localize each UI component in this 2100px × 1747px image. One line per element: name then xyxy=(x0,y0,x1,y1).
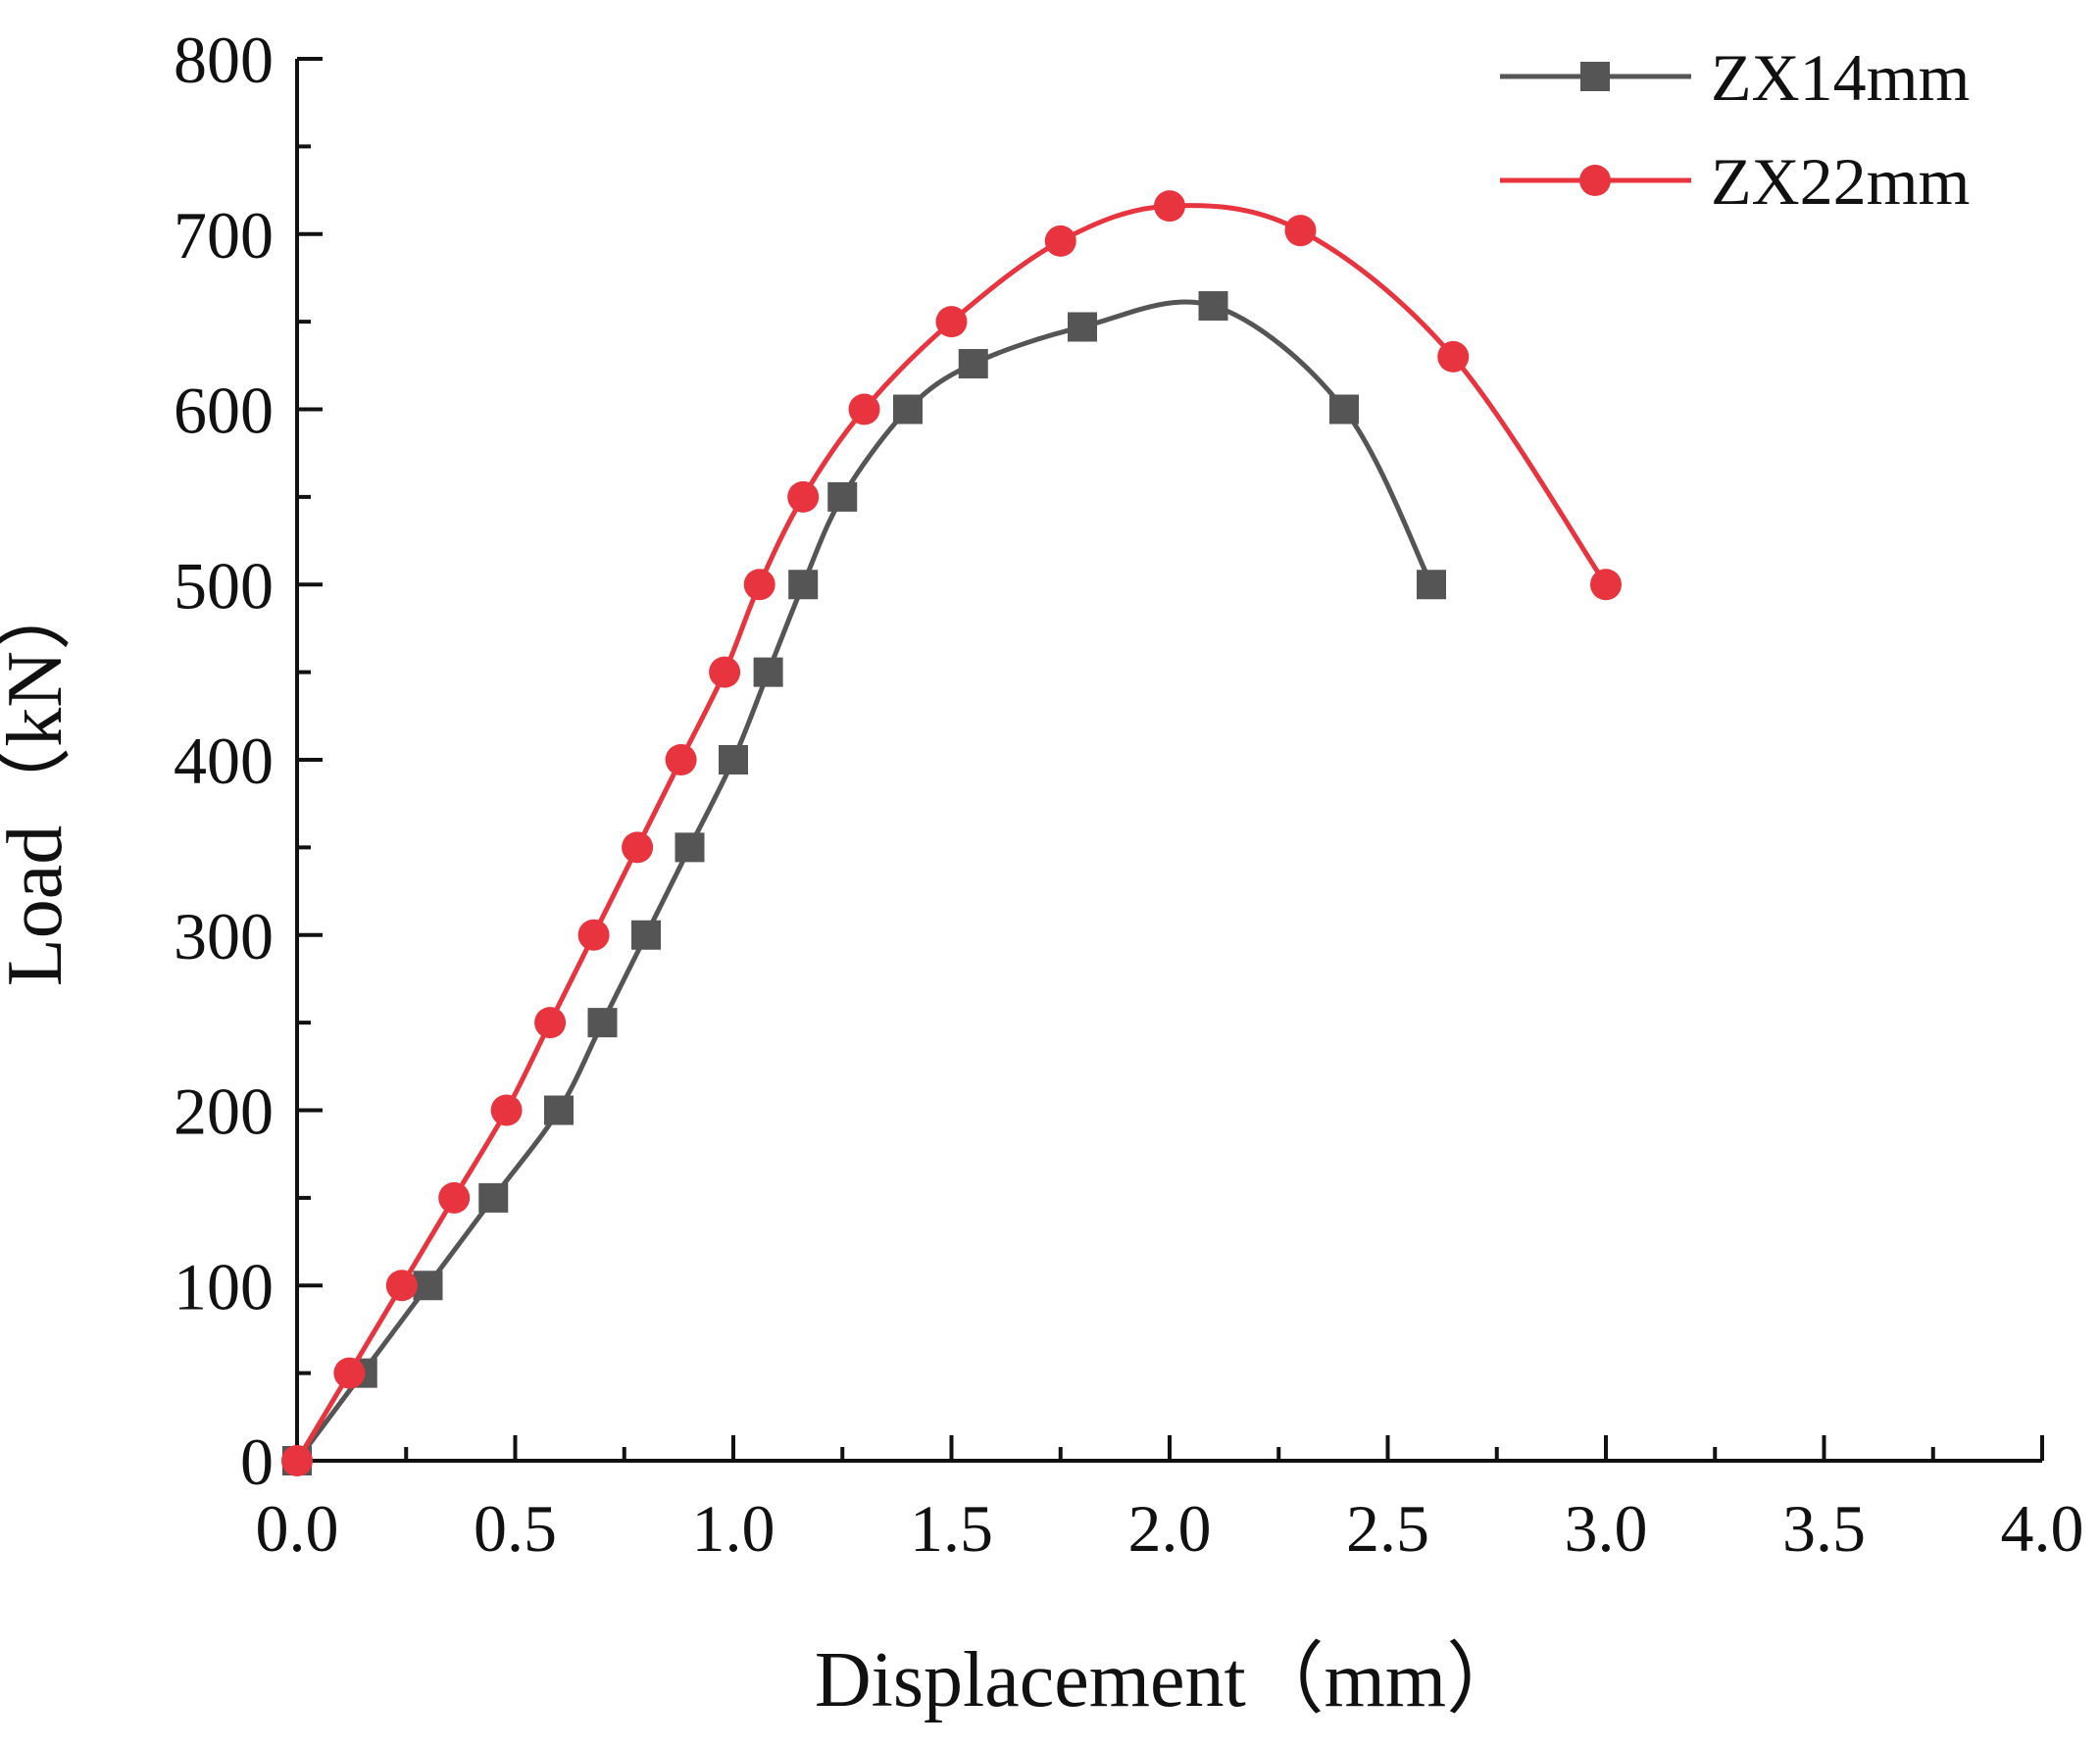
series-zx22mm xyxy=(281,190,1622,1476)
data-point-zx14mm xyxy=(1068,312,1097,342)
y-tick-label: 800 xyxy=(174,23,274,97)
data-point-zx22mm xyxy=(848,393,880,425)
data-point-zx22mm xyxy=(1044,225,1076,257)
legend-marker-zx22mm xyxy=(1579,165,1611,196)
x-axis-title: Displacement（mm） xyxy=(815,1637,1525,1723)
series-line-zx14mm xyxy=(294,299,1434,1463)
data-point-zx22mm xyxy=(935,306,968,338)
data-point-zx22mm xyxy=(1154,190,1185,223)
x-tick-label: 3.0 xyxy=(1565,1491,1648,1566)
y-tick-label: 600 xyxy=(174,374,274,448)
data-point-zx14mm xyxy=(788,570,819,600)
y-tick-label: 0 xyxy=(240,1424,274,1499)
y-tick-label: 300 xyxy=(174,899,274,973)
data-point-zx22mm xyxy=(1437,340,1470,373)
data-point-zx14mm xyxy=(544,1095,574,1125)
data-point-zx14mm xyxy=(753,657,783,687)
data-point-zx22mm xyxy=(577,919,610,951)
x-tick-label: 2.5 xyxy=(1346,1491,1429,1566)
data-point-zx22mm xyxy=(385,1270,418,1302)
data-point-zx22mm xyxy=(1284,215,1317,247)
data-point-zx14mm xyxy=(631,920,661,950)
y-tick-label: 400 xyxy=(174,724,274,798)
x-tick-label: 1.5 xyxy=(910,1491,993,1566)
legend-label-zx22mm: ZX22mm xyxy=(1711,144,1970,219)
y-axis-ticks: 0 100 200 300 400 500 600 700 800 xyxy=(174,23,323,1499)
x-tick-label: 2.0 xyxy=(1128,1491,1212,1566)
data-point-zx22mm xyxy=(743,569,775,601)
y-tick-label: 500 xyxy=(174,548,274,623)
y-axis-title: Load（kN） xyxy=(0,573,78,986)
data-point-zx14mm xyxy=(1329,394,1359,424)
data-point-zx14mm xyxy=(1417,570,1446,600)
data-point-zx14mm xyxy=(958,349,988,379)
series-layer xyxy=(281,190,1622,1476)
series-line-zx22mm xyxy=(294,203,1609,1463)
legend-label-zx14mm: ZX14mm xyxy=(1711,40,1970,115)
data-point-zx22mm xyxy=(333,1357,366,1389)
x-tick-label: 4.0 xyxy=(2001,1491,2084,1566)
data-point-zx14mm xyxy=(675,832,705,863)
data-point-zx22mm xyxy=(534,1007,567,1039)
data-point-zx22mm xyxy=(665,744,697,775)
x-tick-label: 0.5 xyxy=(474,1491,557,1566)
x-tick-label: 3.5 xyxy=(1782,1491,1866,1566)
data-point-zx22mm xyxy=(281,1445,313,1476)
data-point-zx22mm xyxy=(709,656,741,688)
data-point-zx14mm xyxy=(719,745,748,774)
data-point-zx22mm xyxy=(490,1094,523,1126)
x-tick-label: 1.0 xyxy=(692,1491,775,1566)
series-zx14mm xyxy=(282,291,1446,1475)
y-tick-label: 200 xyxy=(174,1074,274,1149)
legend-marker-zx14mm xyxy=(1580,62,1610,91)
data-point-zx22mm xyxy=(1590,569,1622,601)
data-point-zx22mm xyxy=(438,1181,471,1214)
legend: ZX14mm ZX22mm xyxy=(1500,40,1970,219)
x-axis-ticks: 0.0 0.5 1.0 1.5 2.0 2.5 3.0 3.5 4.0 xyxy=(256,1435,2084,1566)
y-tick-label: 700 xyxy=(174,198,274,273)
x-tick-label: 0.0 xyxy=(256,1491,339,1566)
data-point-zx22mm xyxy=(787,480,820,513)
data-point-zx14mm xyxy=(413,1271,443,1301)
data-point-zx14mm xyxy=(478,1182,509,1213)
data-point-zx14mm xyxy=(1198,291,1228,322)
data-point-zx14mm xyxy=(827,481,858,512)
axes xyxy=(295,59,2042,1463)
data-point-zx22mm xyxy=(622,831,654,864)
data-point-zx14mm xyxy=(893,394,923,424)
data-point-zx14mm xyxy=(587,1008,618,1038)
y-tick-label: 100 xyxy=(174,1249,274,1323)
